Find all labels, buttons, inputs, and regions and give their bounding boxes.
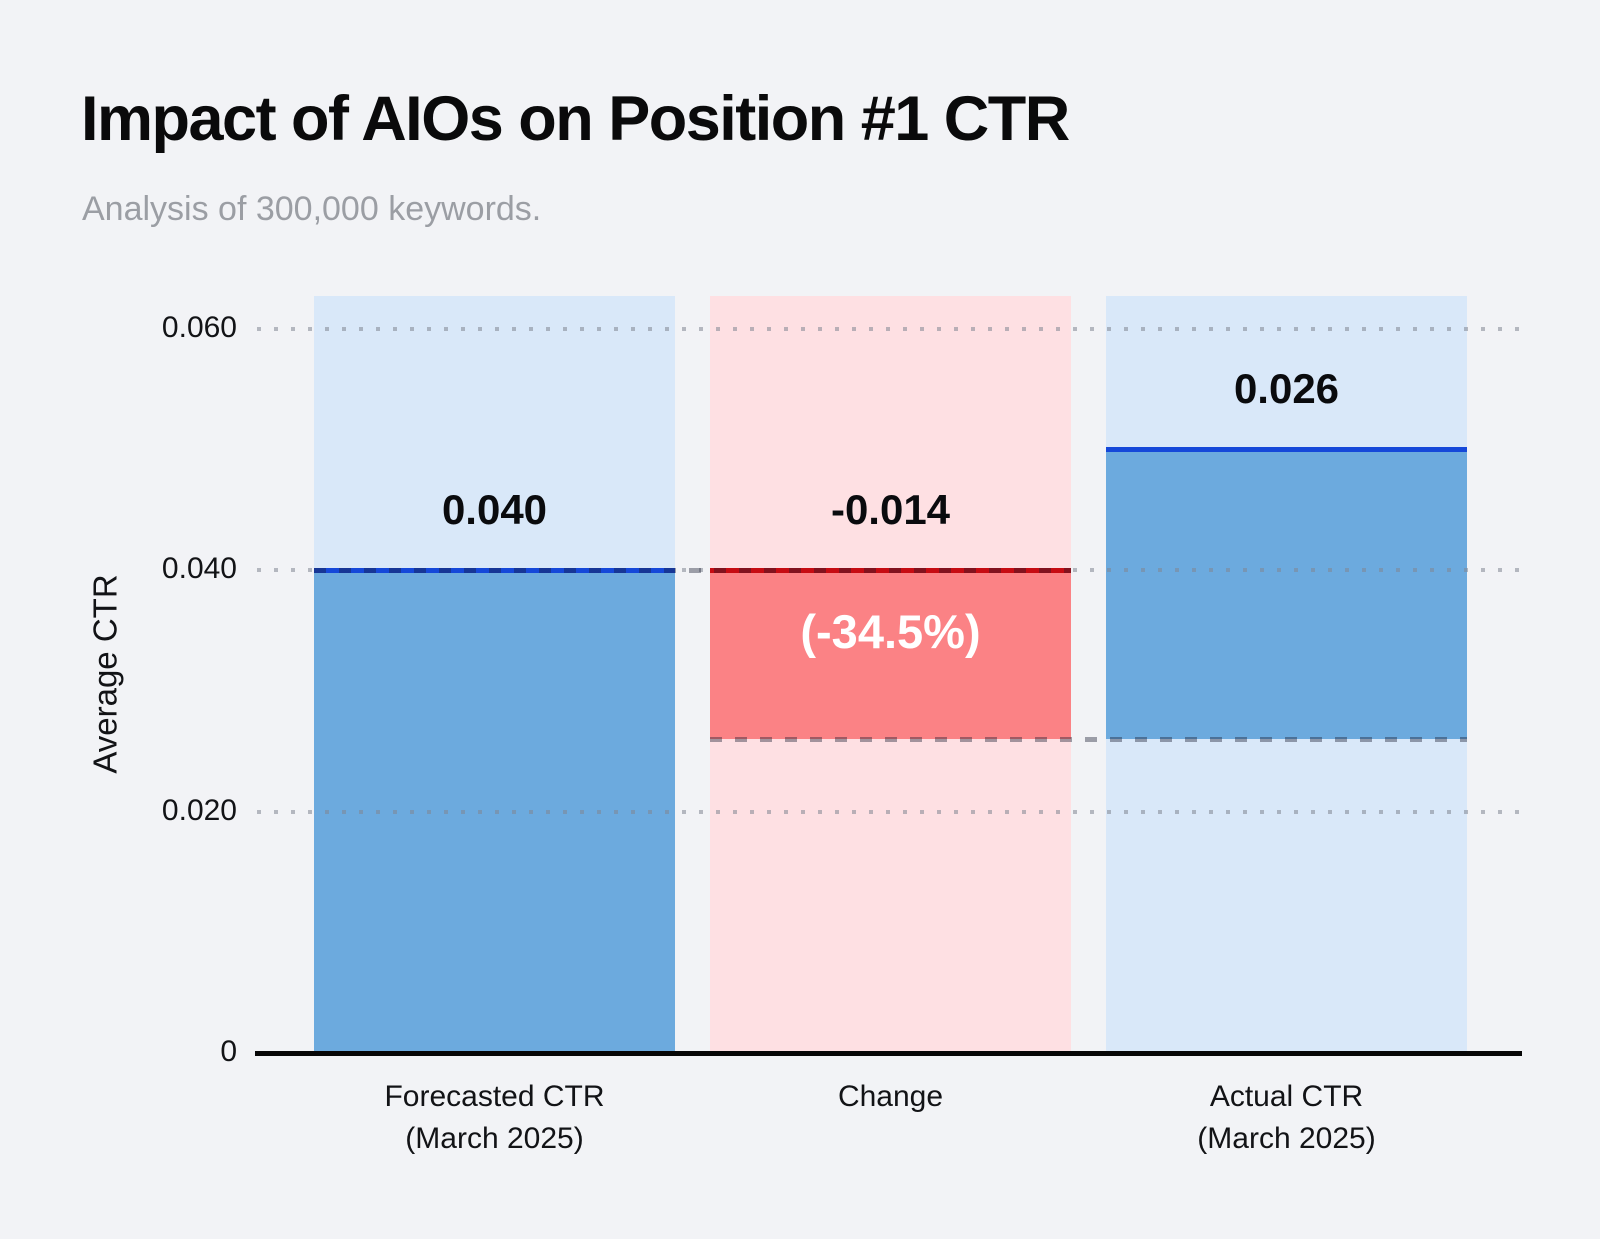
bar-value-label: 0.026	[1233, 365, 1340, 413]
bar-value-label: 0.040	[441, 486, 548, 533]
gridline-dotted	[257, 809, 1522, 814]
bar-top-line	[710, 568, 1071, 573]
chart-subtitle: Analysis of 300,000 keywords.	[82, 190, 542, 228]
bar-highlight-band	[1106, 449, 1467, 740]
bar-top-line	[314, 568, 675, 573]
bar-value-label: -0.014	[830, 486, 951, 533]
waterfall-connector-dashed	[710, 737, 1467, 743]
gridline-dotted	[257, 326, 1522, 331]
bar-highlight-band	[710, 570, 1071, 740]
y-axis-tick-label: 0.060	[161, 310, 237, 344]
chart-title: Impact of AIOs on Position #1 CTR	[81, 84, 1070, 154]
x-axis-line	[255, 1051, 1522, 1056]
y-axis-tick-label: 0	[220, 1035, 237, 1068]
bar-percent-label: (-34.5%)	[800, 605, 981, 658]
y-axis-tick-label: 0.040	[161, 552, 237, 585]
bar-top-line	[1106, 447, 1467, 453]
y-axis-tick-label: 0.020	[161, 793, 237, 827]
waterfall-connector-dashed	[314, 568, 1071, 573]
y-axis-title: Average CTR	[86, 573, 124, 774]
x-axis-category-label: Change	[837, 1080, 944, 1113]
x-axis-category-label: Forecasted CTR (March 2025)	[384, 1080, 605, 1155]
x-axis-category-label: Actual CTR (March 2025)	[1197, 1080, 1376, 1155]
